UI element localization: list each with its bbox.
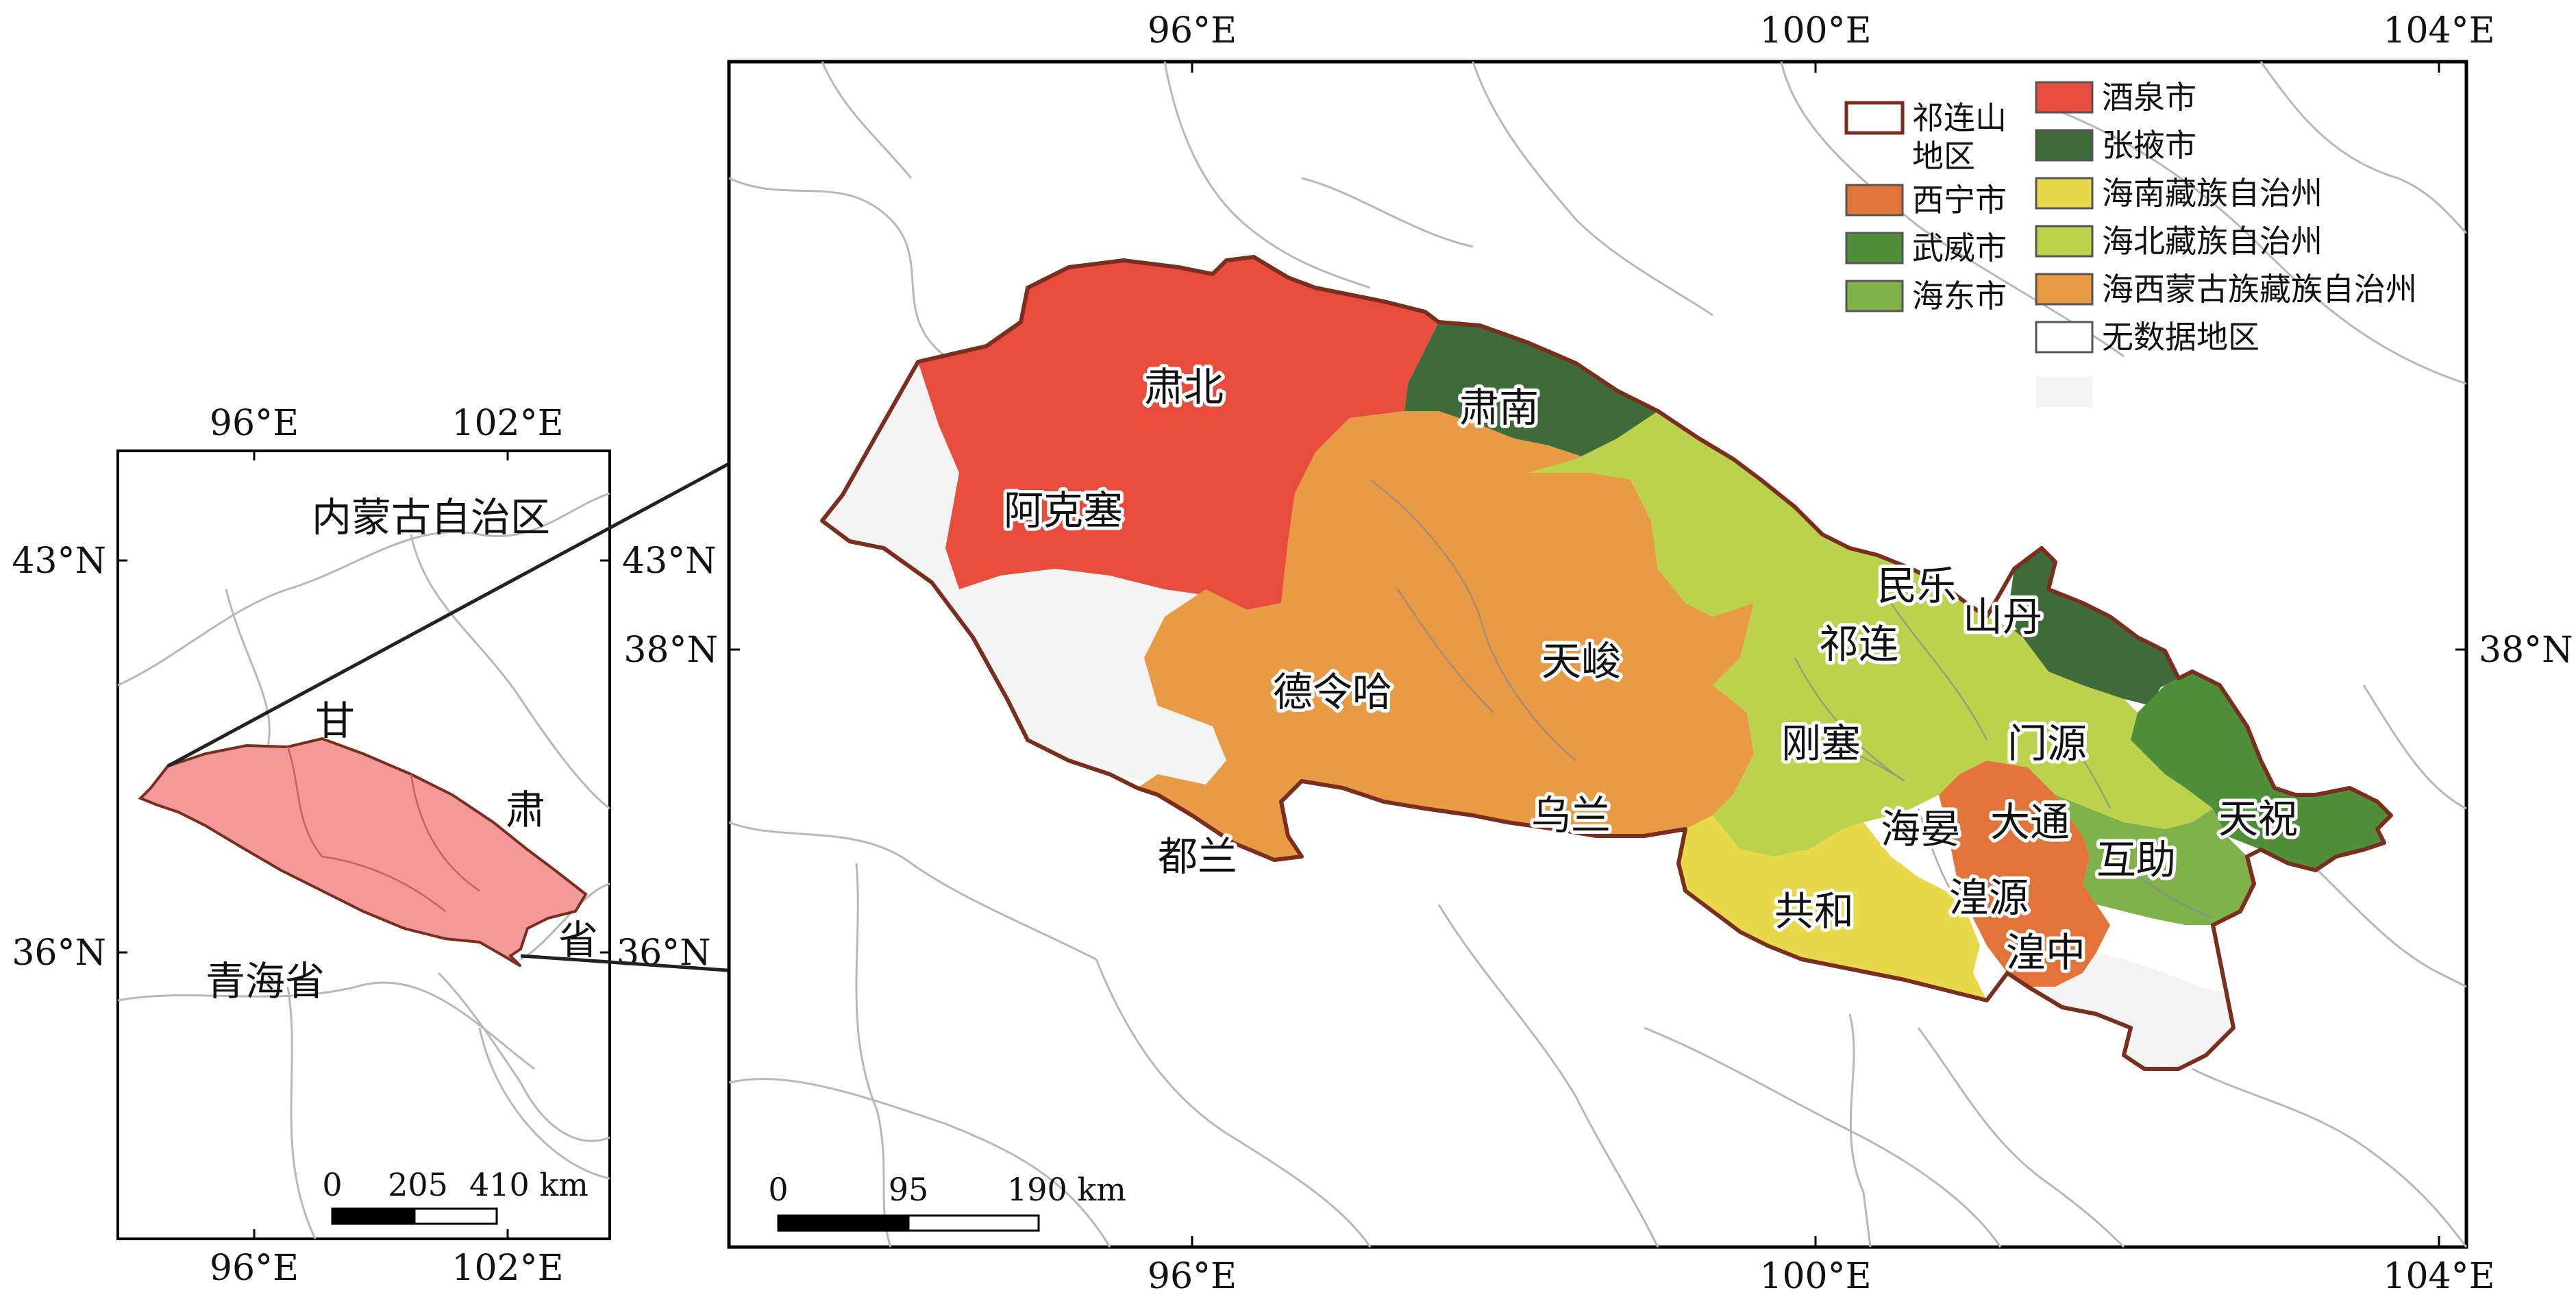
region-jiuquan [918,257,1439,610]
legend-swatch-7 [2035,225,2094,258]
label-tianzhu: 天祝 [2218,796,2298,842]
legend-label-0: 祁连山 [1912,99,2007,136]
inset-label-su: 肃 [506,787,545,833]
inset-ticks [118,451,610,1239]
main-bottom-tick-1: 96°E [1148,1256,1237,1297]
region-haibei [1528,411,2213,857]
inset-left-tick-1: 43°N [12,541,106,582]
label-shandan: 山丹 [1963,593,2042,640]
legend-label-7: 海北藏族自治州 [2102,223,2323,260]
inset-bottom-tick-2: 102°E [451,1248,563,1289]
label-gonghe: 共和 [1774,888,1854,935]
label-wulan: 乌兰 [1531,792,1611,839]
label-subei: 肃北 [1144,364,1224,410]
main-top-tick-1: 96°E [1148,10,1237,51]
region-hainan [1679,815,1987,1000]
label-huangyuan: 湟源 [1949,874,2029,921]
region-wuwei [2131,672,2391,870]
inset-scale-label-0: 0 [322,1166,342,1203]
legend-label-8: 海西蒙古族藏族自治州 [2102,271,2417,308]
inset-label-qinghai: 青海省 [206,958,325,1005]
label-dulan: 都兰 [1158,833,1237,880]
legend-swatch-1 [1845,184,1904,217]
main-scale-label-95: 95 [889,1171,929,1208]
inset-map: 96°E 102°E 96°E 102°E 43°N 36°N 43°N 36°… [12,403,716,1289]
legend-label-6: 海南藏族自治州 [2102,175,2323,212]
label-huzhu: 互助 [2096,837,2176,883]
label-huangzhong: 湟中 [2006,929,2085,976]
main-bottom-tick-2: 100°E [1759,1256,1871,1297]
main-ticks [729,62,2466,1247]
label-menyuan: 门源 [2007,720,2087,767]
main-admin-boundaries [728,61,2468,1248]
main-scale-bar [777,1214,1040,1232]
label-tianjun: 天峻 [1541,638,1621,685]
region-xining [1939,761,2110,987]
region-nodata-east [2028,952,2233,1069]
label-sunan: 肃南 [1459,384,1539,431]
label-gangcha: 刚塞 [1781,720,1861,767]
main-map: 96°E 100°E 104°E 96°E 100°E 104°E 38°N 3… [623,10,2573,1297]
main-left-tick: 38°N [623,630,718,671]
legend-label-5: 张掖市 [2102,127,2196,164]
county-boundaries [1370,479,2214,920]
region-haixi [1137,411,1754,860]
place-labels: 肃北 阿克塞 肃南 民乐 山丹 祁连 德令哈 天峻 刚塞 门源 天祝 海晏 大通… [1000,360,2301,979]
inset-top-tick-1: 96°E [210,403,299,444]
inset-label-inner-mongolia: 内蒙古自治区 [312,494,550,541]
legend-nodata-fill-sample [2036,377,2092,407]
inset-internal-boundaries [286,746,480,912]
qilian-boundary [820,255,2393,1071]
legend-label-4: 酒泉市 [2102,79,2196,116]
inset-scale-bar [331,1207,498,1225]
region-nodata-west [822,362,1226,785]
label-delingha: 德令哈 [1273,669,1392,715]
legend-label-1: 西宁市 [1912,182,2007,219]
main-top-tick-2: 100°E [1759,10,1871,51]
inset-label-sheng: 省 [558,917,598,963]
label-qilian: 祁连 [1819,621,1898,667]
legend-label-2: 武威市 [1912,230,2007,267]
main-top-tick-3: 104°E [2383,10,2494,51]
legend-swatch-0 [1844,101,1905,135]
main-scale-label-190: 190 km [1007,1171,1126,1208]
legend-label-0-line1: 地区 [1912,138,1975,175]
legend-swatch-6 [2035,177,2094,210]
main-bottom-tick-3: 104°E [2383,1256,2494,1297]
main-scale-label-0: 0 [768,1171,788,1208]
region-haidong [2055,795,2254,925]
inset-qilian-region [138,737,588,968]
legend-label-3: 海东市 [1912,278,2007,315]
label-minle: 民乐 [1877,563,1957,609]
legend-swatch-2 [1845,232,1904,264]
inset-label-gan: 甘 [315,698,355,744]
legend-swatch-9 [2035,321,2094,354]
region-zhangye-east [2007,548,2179,699]
inset-bottom-tick-1: 96°E [210,1248,299,1289]
legend-swatch-5 [2035,129,2094,162]
inset-scale-label-205: 205 [388,1166,448,1203]
legend-swatch-8 [2035,273,2094,306]
inset-left-tick-2: 36°N [12,933,106,974]
label-akesai: 阿克塞 [1004,487,1123,534]
legend-label-9: 无数据地区 [2102,319,2259,356]
legend-swatch-3 [1845,280,1904,312]
inset-scale-label-410: 410 km [469,1166,589,1203]
legend-swatch-4 [2035,81,2094,114]
label-datong: 大通 [1990,799,2070,846]
main-right-tick: 38°N [2479,630,2573,671]
inset-right-tick-1: 43°N [622,541,717,582]
label-haiyan: 海晏 [1881,806,1960,852]
inset-top-tick-2: 102°E [451,403,563,444]
